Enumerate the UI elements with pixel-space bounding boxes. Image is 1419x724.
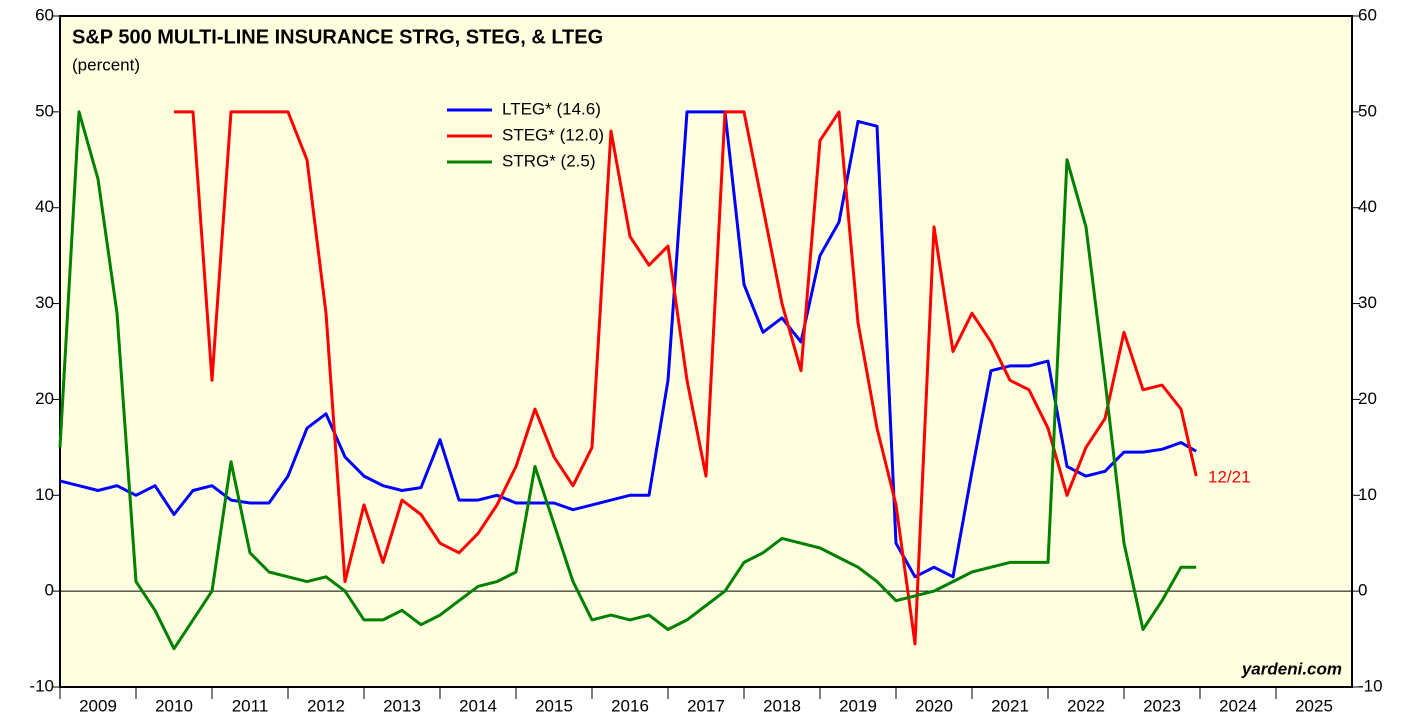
watermark: yardeni.com xyxy=(1241,659,1342,678)
series-line xyxy=(174,110,1198,646)
series-line xyxy=(59,110,1197,579)
x-tick-label: 2011 xyxy=(232,696,269,715)
x-tick-label: 2019 xyxy=(839,696,877,715)
y2-tick-label: 20 xyxy=(1358,389,1377,408)
x-tick-label: 2010 xyxy=(155,696,193,715)
legend-label: LTEG* (14.6) xyxy=(502,99,601,118)
x-tick-label: 2014 xyxy=(459,696,497,715)
chart-title: S&P 500 MULTI-LINE INSURANCE STRG, STEG,… xyxy=(72,26,603,48)
x-tick-label: 2020 xyxy=(915,696,953,715)
x-tick-label: 2015 xyxy=(535,696,573,715)
chart-subtitle: (percent) xyxy=(72,55,140,74)
x-tick-label: 2022 xyxy=(1067,696,1105,715)
legend-label: STEG* (12.0) xyxy=(502,125,604,144)
y2-tick-label: 50 xyxy=(1358,101,1377,120)
y-tick-label: 30 xyxy=(35,293,54,312)
x-tick-label: 2016 xyxy=(611,696,649,715)
y2-tick-label: -10 xyxy=(1358,676,1383,695)
series-line xyxy=(58,110,1197,651)
x-tick-label: 2024 xyxy=(1219,696,1257,715)
x-tick-label: 2012 xyxy=(307,696,345,715)
y-tick-label: 50 xyxy=(35,101,54,120)
plot-area xyxy=(59,15,1353,688)
annotation: 12/21 xyxy=(1208,467,1251,486)
x-tick-label: 2023 xyxy=(1143,696,1181,715)
x-tick-label: 2017 xyxy=(687,696,725,715)
x-tick-label: 2021 xyxy=(991,696,1029,715)
y2-tick-label: 60 xyxy=(1358,5,1377,24)
y2-tick-label: 40 xyxy=(1358,197,1377,216)
y-tick-label: 0 xyxy=(45,581,54,600)
y-tick-label: 60 xyxy=(35,5,54,24)
y-tick-label: 20 xyxy=(35,389,54,408)
y-tick-label: 40 xyxy=(35,197,54,216)
y2-tick-label: 0 xyxy=(1358,581,1367,600)
y-tick-label: 10 xyxy=(35,485,54,504)
legend-label: STRG* (2.5) xyxy=(502,151,596,170)
x-tick-label: 2013 xyxy=(383,696,421,715)
x-tick-label: 2009 xyxy=(79,696,117,715)
y2-tick-label: 30 xyxy=(1358,293,1377,312)
y-tick-label: -10 xyxy=(29,676,54,695)
y2-tick-label: 10 xyxy=(1358,485,1377,504)
x-tick-label: 2025 xyxy=(1295,696,1333,715)
x-tick-label: 2018 xyxy=(763,696,801,715)
